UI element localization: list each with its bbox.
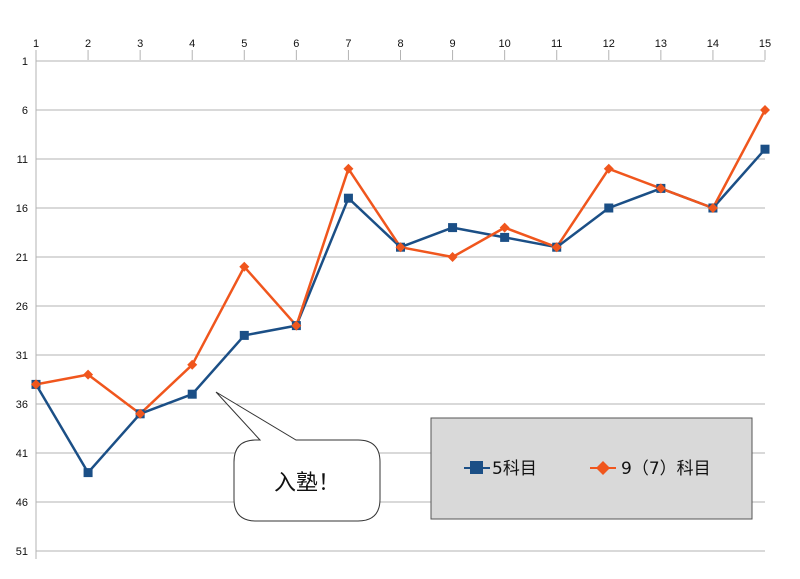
series-2-point [499, 222, 510, 233]
legend-marker-series-2 [596, 461, 610, 475]
x-tick-label: 6 [293, 38, 299, 50]
x-tick-label: 5 [241, 38, 247, 50]
x-tick-label: 4 [189, 38, 195, 50]
series-2-point [291, 320, 302, 331]
series-2-point [83, 369, 94, 380]
y-tick-label: 46 [16, 497, 28, 509]
series-2-point [760, 105, 770, 115]
x-tick-label: 12 [603, 38, 615, 50]
series-2-point [187, 359, 198, 370]
y-tick-label: 11 [17, 154, 28, 166]
x-axis-ticks: 1 2 3 4 5 6 7 8 9 10 11 12 13 14 15 [33, 38, 771, 50]
series-1-point [187, 389, 197, 399]
series-2-point [239, 261, 250, 272]
series-2-point [395, 242, 406, 253]
y-tick-label: 36 [16, 399, 28, 411]
series-2-point [655, 183, 666, 194]
x-tick-label: 13 [655, 38, 667, 50]
x-tick-label: 8 [397, 38, 403, 50]
legend-marker-series-1 [470, 461, 483, 474]
series-1-point [448, 223, 458, 233]
y-tick-label: 16 [16, 203, 28, 215]
y-tick-label: 21 [16, 252, 28, 264]
series-1-point [83, 468, 93, 478]
legend: 5科目 9（7）科目 [430, 417, 753, 520]
x-tick-label: 15 [759, 38, 771, 50]
series-markers [31, 105, 770, 478]
y-tick-label: 1 [22, 56, 28, 68]
x-tick-label: 1 [33, 38, 39, 50]
series-line-2 [35, 109, 767, 416]
x-tick-label: 2 [85, 38, 91, 50]
series-1-point [343, 193, 353, 203]
series-2-point [31, 379, 41, 390]
callout-text: 入塾！ [274, 471, 340, 496]
series-1-point [604, 203, 614, 213]
series-2-point [707, 203, 718, 213]
y-tick-label: 51 [16, 546, 28, 558]
series-2-point [343, 163, 354, 174]
x-tick-label: 9 [450, 38, 456, 50]
series-2-point [551, 242, 562, 253]
y-tick-label: 26 [16, 301, 28, 313]
series-1-point [500, 232, 510, 242]
y-tick-label: 31 [16, 350, 28, 362]
series-1-point [760, 144, 770, 154]
series-1-point [239, 330, 249, 340]
y-tick-label: 41 [16, 448, 28, 460]
series-2-point [135, 408, 146, 419]
y-tick-label: 6 [22, 105, 28, 117]
series-2-point [447, 252, 458, 262]
series-2-point [603, 163, 614, 174]
annotation-callout: 入塾！ [215, 391, 381, 522]
x-tick-label: 11 [551, 38, 562, 50]
x-tick-label: 10 [499, 38, 511, 50]
callout-bubble [215, 391, 381, 522]
x-tick-label: 3 [137, 38, 143, 50]
x-tick-label: 14 [707, 38, 719, 50]
x-tick-label: 7 [345, 38, 351, 50]
legend-label-series-1: 5科目 [492, 459, 537, 479]
legend-label-series-2: 9（7）科目 [621, 459, 711, 479]
